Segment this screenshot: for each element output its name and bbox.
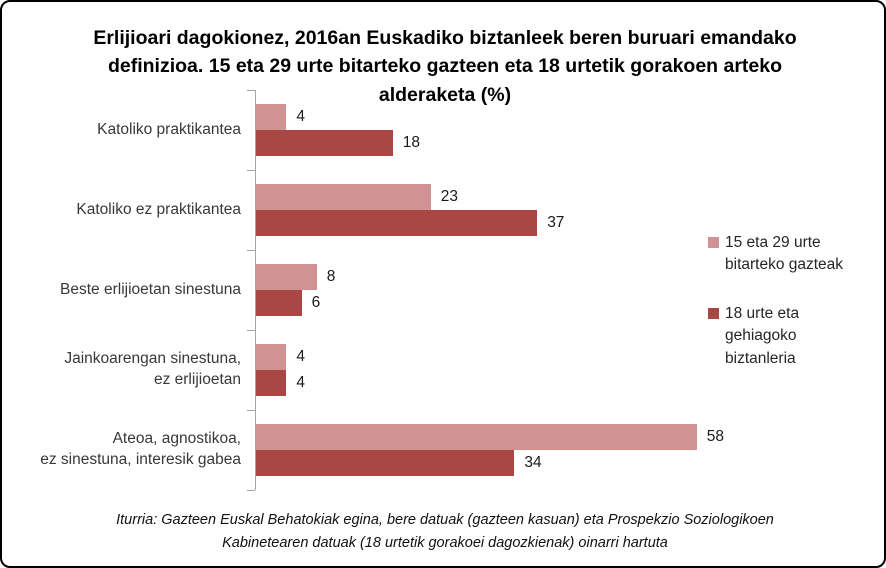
bar-value-label: 6 (311, 294, 321, 311)
bar-line: 4 (256, 344, 884, 370)
category-label: Ateoa, agnostikoa, ez sinestuna, interes… (40, 430, 241, 468)
category-row: Beste erlijioetan sinestuna 8 6 (2, 250, 884, 330)
source-note: Iturria: Gazteen Euskal Behatokiak egina… (116, 512, 774, 551)
legend-swatch-adult (708, 307, 719, 319)
category-rows: Katoliko praktikantea 4 18 Katoliko ez prak… (2, 90, 884, 490)
bar-line: 4 (256, 370, 884, 396)
bar-line: 34 (256, 450, 884, 476)
legend-label-young: 15 eta 29 urte bitarteko gazteak (725, 234, 844, 274)
axis-tick (247, 250, 255, 251)
bar-group: 23 37 (255, 184, 884, 236)
axis-tick (247, 490, 255, 491)
category-label: Katoliko ez praktikantea (76, 200, 241, 218)
bar-young (256, 264, 317, 290)
category-label: Jainkoarengan sinestuna, ez erlijioetan (64, 350, 241, 388)
legend: 15 eta 29 urte bitarteko gazteak 18 urte… (708, 232, 874, 396)
bar-value-label: 58 (706, 428, 725, 445)
bar-adult (256, 370, 287, 396)
bar-value-label: 4 (296, 108, 306, 125)
bar-line: 58 (256, 424, 884, 450)
category-label: Beste erlijioetan sinestuna (60, 280, 241, 298)
bar-adult (256, 130, 393, 156)
axis-tick (247, 410, 255, 411)
bar-value-label: 4 (296, 348, 306, 365)
bar-young (256, 344, 287, 370)
bar-value-label: 18 (402, 134, 421, 151)
bar-line: 37 (256, 210, 884, 236)
legend-item-adult: 18 urte eta gehiagoko biztanleria (708, 303, 874, 370)
bar-line: 4 (256, 104, 884, 130)
axis-tick (247, 330, 255, 331)
bar-group: 4 18 (255, 104, 884, 156)
axis-tick (247, 170, 255, 171)
bar-group: 58 34 (255, 424, 884, 476)
category-row: Katoliko ez praktikantea 23 37 (2, 170, 884, 250)
bar-adult (256, 450, 515, 476)
bar-young (256, 424, 697, 450)
legend-swatch-young (708, 237, 719, 248)
category-label: Katoliko praktikantea (97, 120, 241, 138)
bar-value-label: 8 (326, 268, 336, 285)
bar-line: 8 (256, 264, 884, 290)
bar-line: 6 (256, 290, 884, 316)
bar-young (256, 184, 431, 210)
category-row: Jainkoarengan sinestuna, ez erlijioetan 4… (2, 330, 884, 410)
bar-value-label: 34 (524, 454, 542, 471)
axis-tick (247, 90, 255, 91)
bar-value-label: 23 (440, 188, 459, 205)
bar-value-label: 4 (296, 374, 306, 391)
plot-area: Katoliko praktikantea 4 18 Katoliko ez prak… (2, 90, 884, 491)
bar-line: 18 (256, 130, 884, 156)
bar-value-label: 37 (547, 214, 565, 231)
legend-label-adult: 18 urte eta gehiagoko biztanleria (725, 304, 800, 367)
category-row: Katoliko praktikantea 4 18 (2, 90, 884, 170)
category-row: Ateoa, agnostikoa, ez sinestuna, interes… (2, 410, 884, 490)
bar-young (256, 104, 287, 130)
y-axis-line (255, 90, 256, 490)
legend-item-young: 15 eta 29 urte bitarteko gazteak (708, 232, 874, 277)
chart-title: Erlijioari dagokionez, 2016an Euskadiko … (93, 27, 797, 106)
bar-adult (256, 290, 302, 316)
bar-line: 23 (256, 184, 884, 210)
bar-adult (256, 210, 538, 236)
